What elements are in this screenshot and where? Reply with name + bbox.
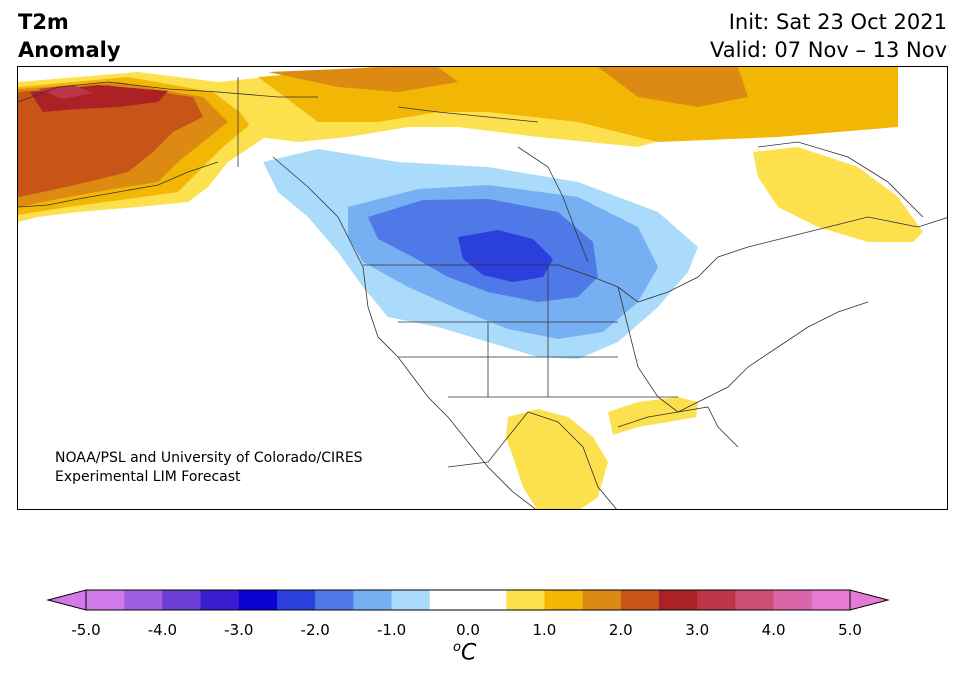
- colorbar-tick-label: 0.0: [456, 621, 480, 639]
- alaska-warm-6: [38, 85, 93, 99]
- colorbar-segment: [468, 590, 507, 610]
- colorbar-segment: [773, 590, 813, 610]
- colorbar-unit: oC: [453, 640, 476, 665]
- anomaly-map: [17, 66, 948, 510]
- forecast-dates: Init: Sat 23 Oct 2021 Valid: 07 Nov – 13…: [710, 8, 947, 64]
- credit-text: NOAA/PSL and University of Colorado/CIRE…: [55, 449, 363, 487]
- colorbar-tick-label: 1.0: [532, 621, 557, 639]
- colorbar-segment: [697, 590, 736, 610]
- colorbar-segments: [86, 590, 851, 610]
- colorbar-tick-label: -5.0: [71, 621, 101, 639]
- colorbar-segment: [124, 590, 163, 610]
- colorbar-segment: [429, 590, 469, 610]
- colorbar-segment: [659, 590, 698, 610]
- quebec-warm: [753, 147, 923, 242]
- title-variable-line2: Anomaly: [18, 38, 121, 62]
- title-variable-line1: T2m: [18, 10, 69, 34]
- colorbar-segment: [162, 590, 202, 610]
- colorbar-segment: [735, 590, 775, 610]
- colorbar-tick-label: -3.0: [224, 621, 254, 639]
- colorbar-segment: [86, 590, 125, 610]
- colorbar-segment: [353, 590, 393, 610]
- colorbar-segment: [277, 590, 316, 610]
- cold-anomaly-4: [458, 230, 553, 282]
- arctic-warm-3: [268, 67, 458, 92]
- anomaly-map-svg: [18, 67, 947, 509]
- colorbar: [46, 589, 890, 611]
- colorbar-segment: [238, 590, 278, 610]
- map-title: T2m Anomaly: [18, 8, 121, 64]
- colorbar-outline: [85, 589, 851, 611]
- colorbar-tick-label: 2.0: [608, 621, 633, 639]
- colorbar-under-arrow: [46, 589, 87, 611]
- colorbar-segment: [582, 590, 622, 610]
- colorbar-segment: [391, 590, 431, 610]
- colorbar-segment: [544, 590, 584, 610]
- unit-superscript: o: [453, 640, 461, 655]
- credit-line2: Experimental LIM Forecast: [55, 469, 241, 485]
- colorbar-tick-label: 3.0: [685, 621, 710, 639]
- colorbar-tick-label: -4.0: [147, 621, 178, 639]
- colorbar-tick-label: -1.0: [376, 621, 407, 639]
- map-borders: [18, 77, 947, 509]
- valid-range: Valid: 07 Nov – 13 Nov: [710, 38, 947, 62]
- mexico-warm-1: [506, 409, 608, 509]
- colorbar-ticks: -5.0 -4.0 -3.0 -2.0 -1.0 0.0 1.0 2.0 3.0 4.0 5.0: [0, 621, 959, 641]
- colorbar-tick-label: 4.0: [761, 621, 786, 639]
- arctic-warm-3b: [598, 67, 748, 107]
- credit-line1: NOAA/PSL and University of Colorado/CIRE…: [55, 450, 363, 466]
- colorbar-segment: [620, 590, 660, 610]
- colorbar-over-arrow: [849, 589, 890, 611]
- colorbar-tick-label: -2.0: [300, 621, 330, 639]
- unit-letter: C: [460, 640, 477, 666]
- colorbar-tick-label: 5.0: [838, 621, 862, 639]
- colorbar-segment: [200, 590, 240, 610]
- colorbar-segment: [506, 590, 545, 610]
- init-date: Init: Sat 23 Oct 2021: [728, 10, 947, 34]
- colorbar-segment: [811, 590, 851, 610]
- alaska-warm-4: [18, 85, 203, 197]
- colorbar-segment: [315, 590, 354, 610]
